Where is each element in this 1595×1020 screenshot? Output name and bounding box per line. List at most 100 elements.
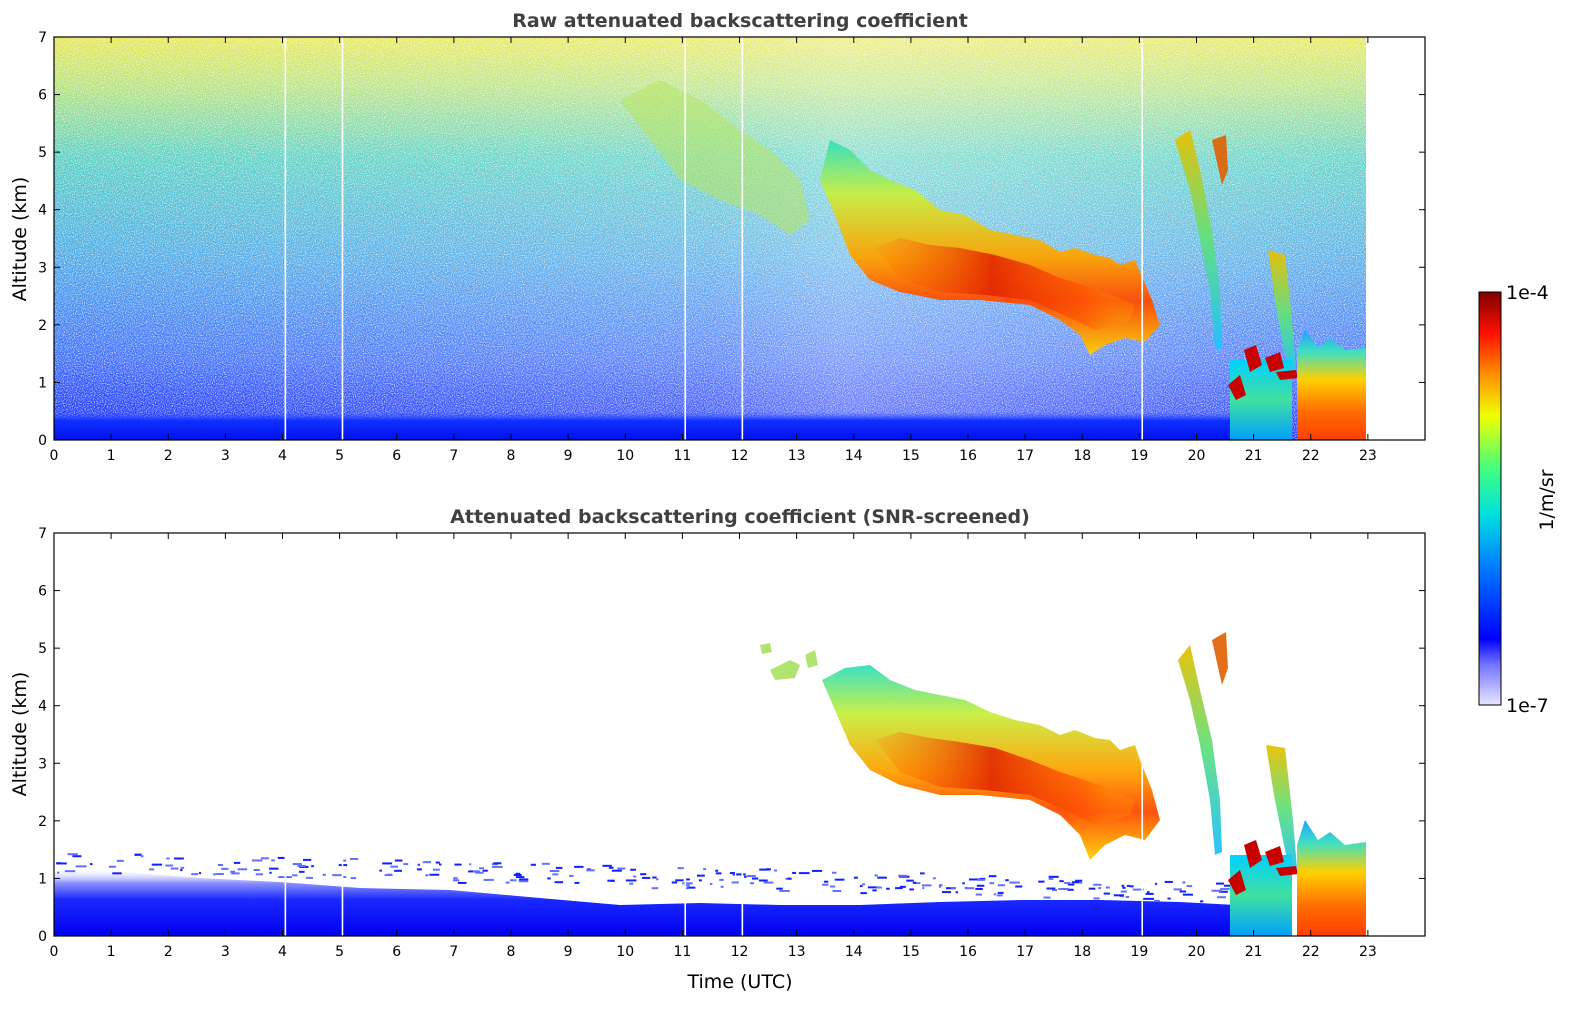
top-x-tick-label: 18 bbox=[1073, 448, 1091, 464]
aerosol-speckle bbox=[422, 861, 431, 864]
bottom-x-tick-label: 10 bbox=[616, 944, 634, 960]
bottom-y-tick-label: 4 bbox=[38, 699, 47, 715]
bottom-x-tick-label: 9 bbox=[564, 944, 573, 960]
aerosol-speckle bbox=[859, 885, 863, 888]
aerosol-speckle bbox=[515, 876, 525, 879]
aerosol-speckle bbox=[696, 874, 705, 877]
aerosol-speckle bbox=[736, 873, 746, 876]
aerosol-speckle bbox=[1173, 888, 1182, 891]
aerosol-speckle bbox=[1105, 886, 1110, 889]
aerosol-speckle bbox=[1126, 884, 1131, 887]
aerosol-speckle bbox=[569, 874, 574, 877]
aerosol-speckle bbox=[349, 857, 359, 860]
aerosol-speckle bbox=[297, 864, 306, 867]
aerosol-speckle bbox=[1216, 882, 1224, 885]
aerosol-speckle bbox=[417, 863, 420, 866]
bottom-x-tick-label: 8 bbox=[507, 944, 516, 960]
bottom-x-tick-label: 15 bbox=[902, 944, 920, 960]
aerosol-speckle bbox=[305, 876, 313, 879]
aerosol-speckle bbox=[698, 879, 702, 882]
aerosol-speckle bbox=[231, 872, 240, 875]
aerosol-speckle bbox=[950, 887, 956, 890]
aerosol-speckle bbox=[198, 872, 202, 875]
aerosol-speckle bbox=[744, 875, 747, 878]
aerosol-speckle bbox=[642, 876, 651, 879]
aerosol-speckle bbox=[173, 857, 184, 860]
colorbar-max-label: 1e-4 bbox=[1506, 282, 1549, 304]
aerosol-speckle bbox=[1064, 882, 1071, 885]
aerosol-speckle bbox=[912, 881, 916, 884]
bottom-x-tick-label: 21 bbox=[1245, 944, 1263, 960]
aerosol-speckle bbox=[1048, 875, 1059, 878]
aerosol-speckle bbox=[876, 886, 882, 889]
aerosol-speckle bbox=[468, 870, 474, 873]
top-x-tick-label: 3 bbox=[221, 448, 230, 464]
bottom-aerosol-speckle bbox=[56, 853, 1237, 903]
aerosol-speckle bbox=[774, 869, 778, 872]
aerosol-speckle bbox=[586, 869, 595, 872]
colorbar-gradient bbox=[1478, 291, 1502, 706]
aerosol-speckle bbox=[322, 873, 326, 876]
aerosol-speckle bbox=[684, 884, 690, 887]
aerosol-speckle bbox=[779, 889, 790, 892]
top-x-tick-label: 6 bbox=[392, 448, 401, 464]
aerosol-speckle bbox=[1143, 897, 1154, 900]
aerosol-speckle bbox=[997, 884, 1006, 887]
aerosol-speckle bbox=[509, 879, 517, 882]
bottom-x-tick-label: 23 bbox=[1359, 944, 1377, 960]
aerosol-speckle bbox=[720, 885, 724, 888]
top-data-gaps bbox=[284, 37, 1144, 440]
aerosol-speckle bbox=[758, 879, 768, 882]
bottom-x-tick-label: 14 bbox=[845, 944, 863, 960]
aerosol-speckle bbox=[1051, 889, 1058, 892]
top-x-tick-label: 5 bbox=[335, 448, 344, 464]
aerosol-speckle bbox=[1009, 881, 1020, 884]
bottom-x-tick-label: 4 bbox=[278, 944, 287, 960]
bottom-precipitation bbox=[1297, 820, 1366, 936]
bottom-x-tick-label: 22 bbox=[1302, 944, 1320, 960]
bottom-y-tick-label: 1 bbox=[38, 871, 47, 887]
aerosol-speckle bbox=[938, 884, 943, 887]
aerosol-speckle bbox=[608, 866, 614, 869]
aerosol-speckle bbox=[677, 867, 684, 870]
bottom-boundary-cloud-tops bbox=[1228, 840, 1298, 895]
aerosol-speckle bbox=[633, 875, 637, 878]
aerosol-speckle bbox=[898, 874, 908, 877]
aerosol-speckle bbox=[921, 884, 932, 887]
aerosol-speckle bbox=[1129, 885, 1134, 888]
aerosol-speckle bbox=[311, 865, 314, 868]
bottom-x-tick-label: 3 bbox=[221, 944, 230, 960]
top-x-tick-label: 20 bbox=[1188, 448, 1206, 464]
top-y-axis: 0 1 2 3 4 5 6 7 bbox=[38, 30, 1425, 449]
bottom-x-axis-label: Time (UTC) bbox=[686, 971, 792, 993]
aerosol-speckle bbox=[938, 885, 942, 888]
bottom-fall-streak-a bbox=[1178, 645, 1222, 855]
aerosol-speckle bbox=[965, 887, 975, 890]
aerosol-speckle bbox=[1103, 892, 1110, 895]
aerosol-speckle bbox=[453, 877, 458, 880]
aerosol-speckle bbox=[895, 887, 903, 890]
aerosol-speckle bbox=[1038, 880, 1045, 883]
aerosol-speckle bbox=[715, 869, 719, 872]
aerosol-speckle bbox=[453, 879, 460, 882]
aerosol-speckle bbox=[237, 868, 248, 871]
aerosol-speckle bbox=[759, 868, 770, 871]
aerosol-speckle bbox=[752, 877, 759, 880]
top-fall-streak-c bbox=[1268, 250, 1296, 380]
aerosol-speckle bbox=[920, 872, 925, 875]
bottom-x-tick-label: 17 bbox=[1016, 944, 1034, 960]
top-x-tick-label: 14 bbox=[845, 448, 863, 464]
aerosol-speckle bbox=[787, 877, 791, 880]
aerosol-speckle bbox=[292, 863, 302, 866]
aerosol-speckle bbox=[629, 882, 634, 885]
aerosol-speckle bbox=[72, 855, 82, 858]
aerosol-speckle bbox=[432, 868, 440, 871]
aerosol-speckle bbox=[941, 891, 952, 894]
bottom-y-tick-label: 6 bbox=[38, 584, 47, 600]
bottom-y-tick-label: 3 bbox=[38, 756, 47, 772]
aerosol-speckle bbox=[454, 863, 462, 866]
aerosol-speckle bbox=[64, 870, 76, 873]
aerosol-speckle bbox=[993, 893, 997, 896]
aerosol-speckle bbox=[384, 874, 393, 877]
